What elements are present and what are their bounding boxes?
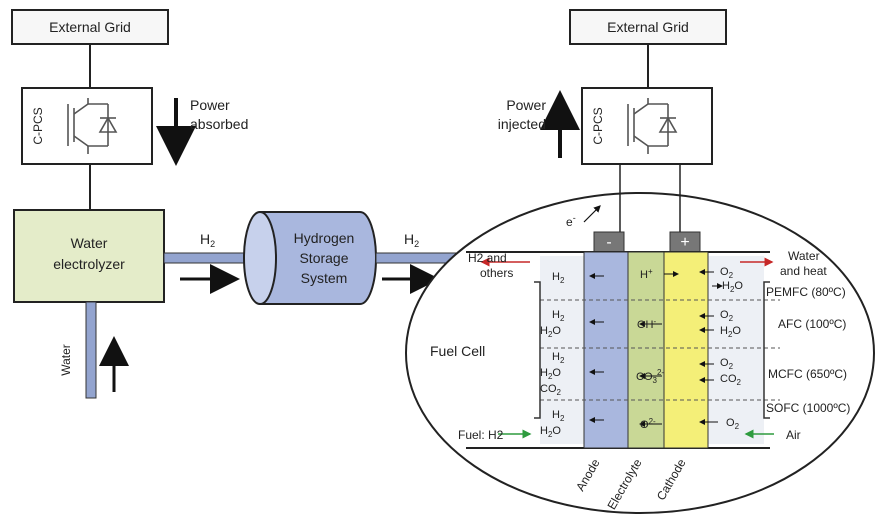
- storage-line2: Storage: [299, 250, 348, 266]
- pemfc-label: PEMFC (80ºC): [766, 285, 846, 299]
- power-absorbed-label-2: absorbed: [190, 116, 248, 132]
- right-grid-label: External Grid: [607, 19, 689, 35]
- fuel-h2-label: Fuel: H2: [458, 428, 504, 442]
- sofc-label: SOFC (1000ºC): [766, 401, 850, 415]
- left-pcs: C-PCS: [21, 87, 153, 165]
- power-injected-label-1: Power: [506, 97, 546, 113]
- sofc-anode-h2o: H2O: [540, 425, 561, 439]
- cathode-terminal-plus: +: [680, 234, 689, 251]
- pemfc-cathode-h2o: H2O: [722, 280, 743, 294]
- water-inlet-pipe: Water: [59, 301, 129, 399]
- igbt-icon: [67, 98, 118, 154]
- storage-line3: System: [301, 270, 348, 286]
- water-heat-label-1: Water: [788, 249, 820, 263]
- mcfc-anode-co2: CO2: [540, 383, 562, 397]
- right-pcs-label: C-PCS: [591, 107, 605, 144]
- mcfc-anode-h2o: H2O: [540, 367, 561, 381]
- electron-label: e-: [566, 213, 576, 229]
- power-absorbed-label-1: Power: [190, 97, 230, 113]
- h2-and-others-label-1: H2 and: [468, 251, 507, 265]
- mcfc-label: MCFC (650ºC): [768, 367, 847, 381]
- fuel-cell-detail: - + e- H2 and others Water and heat Fue: [405, 164, 875, 514]
- afc-anode-h2o: H2O: [540, 325, 561, 339]
- power-injected-annotation: Power injected: [498, 90, 580, 158]
- water-label: Water: [59, 344, 73, 376]
- water-heat-label-2: and heat: [780, 264, 827, 278]
- anode-terminal-minus: -: [606, 234, 611, 251]
- power-absorbed-annotation: Power absorbed: [156, 97, 248, 166]
- electrolyzer-line1: Water: [71, 235, 108, 251]
- storage-line1: Hydrogen: [294, 230, 355, 246]
- fuel-cell-title: Fuel Cell: [430, 343, 485, 359]
- afc-cathode-h2o: H2O: [720, 325, 741, 339]
- power-injected-label-2: injected: [498, 116, 546, 132]
- igbt-icon: [627, 98, 678, 154]
- air-label: Air: [786, 428, 801, 442]
- afc-ion: OH-: [637, 317, 657, 331]
- h2-and-others-label-2: others: [480, 266, 513, 280]
- h2-right-label: H2: [404, 231, 419, 249]
- h2-left-label: H2: [200, 231, 215, 249]
- hydrogen-storage-system: Hydrogen Storage System: [243, 211, 377, 305]
- right-pcs: C-PCS: [581, 87, 713, 165]
- electrolyzer-line2: electrolyzer: [53, 256, 125, 272]
- right-external-grid: External Grid: [569, 9, 727, 45]
- water-electrolyzer: Water electrolyzer: [13, 209, 165, 303]
- left-pcs-label: C-PCS: [31, 107, 45, 144]
- afc-label: AFC (100ºC): [778, 317, 846, 331]
- left-external-grid: External Grid: [11, 9, 169, 45]
- left-grid-label: External Grid: [49, 19, 131, 35]
- mcfc-cathode-co2: CO2: [720, 373, 742, 387]
